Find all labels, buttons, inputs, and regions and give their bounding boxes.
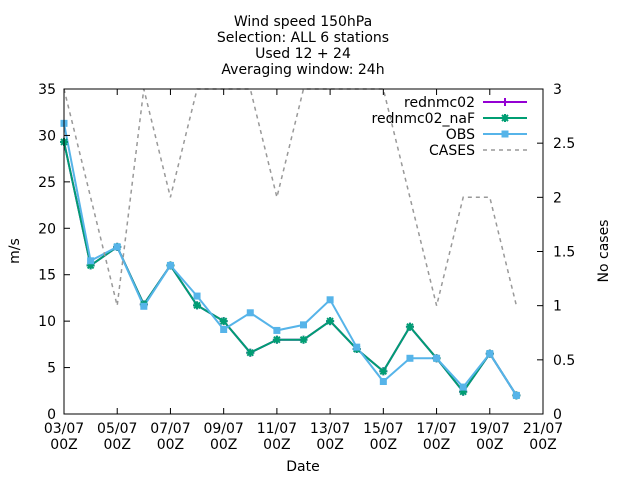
data-point (219, 317, 228, 326)
data-point (353, 343, 361, 351)
series-markers (60, 119, 521, 400)
chart-title-line: Averaging window: 24h (221, 62, 384, 78)
y2-axis-label: No cases (596, 220, 612, 283)
x-tick-label-time: 00Z (476, 437, 503, 453)
x-tick-label-time: 00Z (316, 437, 343, 453)
legend-label: CASES (429, 143, 475, 159)
data-point (299, 335, 308, 344)
y2-tick-label: 0 (553, 407, 562, 423)
chart-title-line: Wind speed 150hPa (234, 14, 372, 30)
y-tick-label: 5 (47, 361, 56, 377)
data-point (246, 309, 254, 317)
data-point (273, 326, 281, 334)
x-tick-label: 11/07 (257, 421, 297, 437)
data-point (433, 354, 441, 362)
y2-tick-label: 1.5 (553, 245, 575, 261)
x-tick-label-time: 00Z (210, 437, 237, 453)
data-point (459, 383, 467, 391)
y-tick-label: 35 (38, 82, 56, 98)
data-point (379, 367, 388, 376)
x-tick-label-time: 00Z (50, 437, 77, 453)
data-point (140, 302, 148, 310)
data-point (87, 257, 95, 265)
data-point (406, 354, 414, 362)
legend-label: rednmc02 (404, 95, 475, 111)
x-tick-label: 13/07 (310, 421, 350, 437)
data-point (220, 326, 228, 333)
x-tick-label-time: 00Z (157, 437, 184, 453)
series-lines (63, 88, 518, 396)
series-line-rednmc02-naf (63, 141, 518, 396)
x-tick-label: 07/07 (150, 421, 190, 437)
legend-marker (501, 114, 509, 122)
x-tick-label: 17/07 (416, 421, 456, 437)
x-tick-label: 15/07 (363, 421, 403, 437)
axis-ticks: 0510152025303500.511.522.5303/0700Z05/07… (38, 82, 575, 453)
y-tick-label: 10 (38, 314, 56, 330)
data-point (166, 261, 174, 269)
legend-label: rednmc02_naF (372, 111, 475, 127)
x-axis-label: Date (286, 459, 319, 475)
data-point (193, 292, 201, 300)
series-line-rednmc02 (63, 141, 518, 396)
x-tick-label: 09/07 (203, 421, 243, 437)
legend-label: OBS (446, 127, 475, 143)
series-line-obs (63, 123, 518, 396)
y-tick-label: 25 (38, 175, 56, 191)
chart-title-line: Selection: ALL 6 stations (217, 30, 389, 46)
y2-tick-label: 2.5 (553, 136, 575, 152)
y-tick-label: 20 (38, 221, 56, 237)
y2-tick-label: 0.5 (553, 353, 575, 369)
data-point (246, 348, 255, 357)
legend-marker (501, 130, 509, 138)
x-tick-label-time: 00Z (263, 437, 290, 453)
data-point (512, 391, 520, 399)
legend-marker (501, 98, 509, 106)
data-point (326, 317, 335, 326)
x-tick-label-time: 00Z (529, 437, 556, 453)
data-point (300, 321, 307, 329)
data-point (326, 296, 334, 304)
y-axis-label: m/s (7, 238, 23, 264)
data-point (113, 243, 121, 251)
x-tick-label-time: 00Z (370, 437, 397, 453)
y2-tick-label: 2 (553, 190, 562, 206)
x-tick-label-time: 00Z (104, 437, 131, 453)
data-point (379, 378, 387, 385)
y2-tick-label: 3 (553, 82, 562, 98)
x-tick-label: 21/07 (523, 421, 563, 437)
x-tick-label-time: 00Z (423, 437, 450, 453)
x-tick-label: 03/07 (44, 421, 84, 437)
y-tick-label: 30 (38, 128, 56, 144)
y-tick-label: 15 (38, 268, 56, 284)
data-point (405, 322, 414, 331)
y-tick-label: 0 (47, 407, 56, 423)
data-point (193, 301, 202, 310)
data-point (486, 350, 494, 358)
x-tick-label: 05/07 (97, 421, 137, 437)
x-tick-label: 19/07 (470, 421, 510, 437)
chart-title-line: Used 12 + 24 (255, 46, 351, 62)
data-point (272, 335, 281, 344)
y2-tick-label: 1 (553, 299, 562, 315)
